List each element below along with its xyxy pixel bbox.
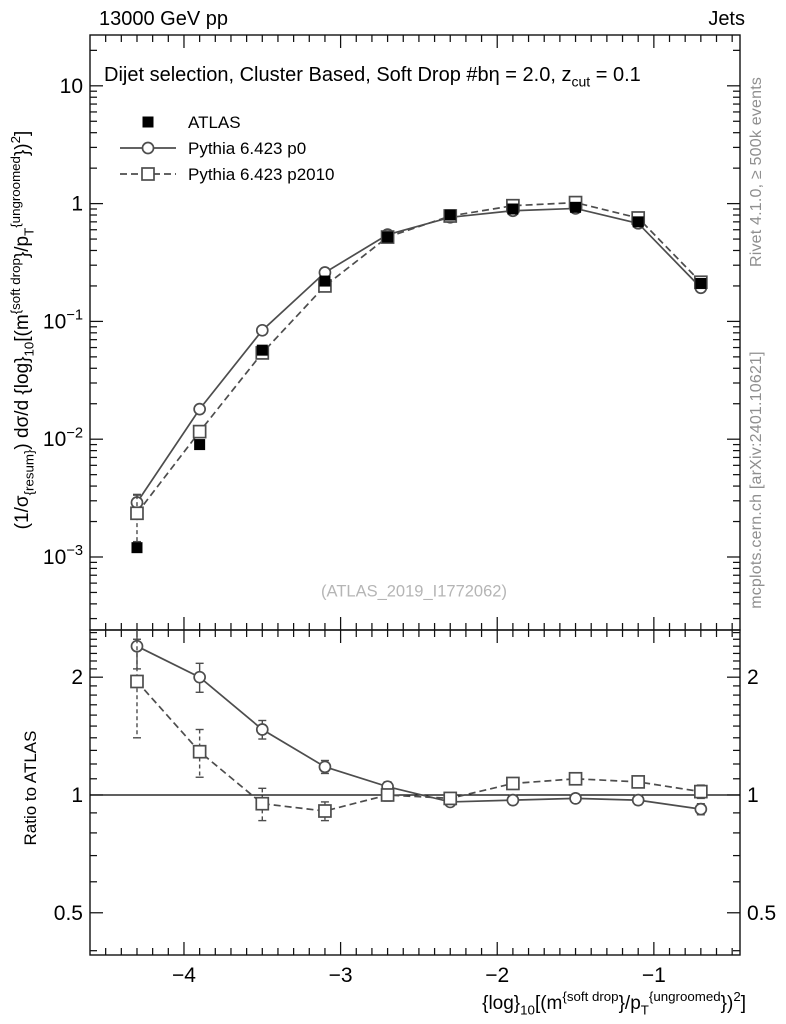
ratio-marker-pythia-6-423-p2010 <box>192 744 207 759</box>
marker-pythia-6-423-p2010 <box>130 506 144 521</box>
axis-ticks <box>90 35 740 955</box>
ratio-series <box>90 630 740 822</box>
marker-pythia-6-423-p0 <box>255 323 269 337</box>
series-pythia-6-423-p0-line <box>136 207 702 503</box>
ratio-marker-pythia-6-423-p2010 <box>568 771 583 786</box>
ratio-marker-pythia-6-423-p2010 <box>318 804 332 818</box>
marker-atlas <box>319 275 331 287</box>
ratio-marker-pythia-6-423-p2010 <box>506 776 520 791</box>
ratio-tick-label-right: 0.5 <box>747 902 776 925</box>
header-beam-energy: 13000 GeV pp <box>99 8 228 30</box>
x-axis-title: {log}10[(m{soft drop}/pT{ungroomed})2] <box>482 989 746 1017</box>
marker-atlas <box>695 277 707 289</box>
legend-label: Pythia 6.423 p0 <box>188 139 306 158</box>
ratio-marker-pythia-6-423-p2010 <box>631 775 646 789</box>
y-tick-label: 10−2 <box>43 425 83 451</box>
ratio-tick-label-left: 2 <box>71 666 83 689</box>
ratio-marker-pythia-6-423-p0 <box>694 802 708 816</box>
ratio-marker-pythia-6-423-p2010 <box>255 796 270 811</box>
legend: ATLAS Pythia 6.423 p0 Pythia 6.423 p2010 <box>120 113 335 184</box>
marker-atlas <box>507 203 519 215</box>
x-tick-label: −2 <box>485 964 509 987</box>
marker-atlas <box>131 542 143 554</box>
ratio-marker-pythia-6-423-p2010 <box>443 791 458 806</box>
ratio-pythia-6-423-p2010 <box>130 638 708 822</box>
ratio-marker-pythia-6-423-p0 <box>506 793 520 807</box>
ratio-marker-pythia-6-423-p0 <box>255 723 269 736</box>
ratio-marker-pythia-6-423-p0 <box>631 793 645 807</box>
legend-label: Pythia 6.423 p2010 <box>188 165 335 184</box>
series-pythia-6-423-p2010 <box>130 195 708 543</box>
ratio-pythia-6-423-p2010-line <box>136 680 701 812</box>
series-atlas <box>131 201 707 554</box>
plot-title: Dijet selection, Cluster Based, Soft Dro… <box>104 64 641 90</box>
header-analysis-group: Jets <box>708 8 745 30</box>
x-tick-label: −3 <box>329 964 353 987</box>
marker-pythia-6-423-p2010 <box>192 424 207 439</box>
marker-atlas <box>382 231 394 243</box>
series-pythia-6-423-p0 <box>130 202 708 513</box>
marker-atlas <box>194 439 206 451</box>
watermark-analysis-id: (ATLAS_2019_I1772062) <box>321 582 507 601</box>
y-tick-label: 10−3 <box>43 543 83 569</box>
ratio-marker-pythia-6-423-p0 <box>318 760 332 774</box>
ratio-tick-label-right: 2 <box>747 666 759 689</box>
marker-pythia-6-423-p0 <box>193 402 206 416</box>
main-series <box>130 195 708 554</box>
ratio-tick-label-right: 1 <box>747 784 759 807</box>
marker-atlas <box>256 344 268 356</box>
ratio-pythia-6-423-p0-line <box>136 645 701 810</box>
legend-marker <box>142 116 154 128</box>
legend-marker <box>141 141 155 155</box>
axis-tick-labels: 10 1 10−1 10−2 10−3 2 2 1 1 0.5 0.5 −4 −3 −2 −1 <box>43 75 776 987</box>
x-tick-label: −1 <box>642 964 666 987</box>
legend-label: ATLAS <box>188 113 241 132</box>
ratio-marker-pythia-6-423-p2010 <box>130 674 144 689</box>
ratio-tick-label-left: 0.5 <box>54 902 83 925</box>
y-tick-label: 1 <box>71 193 83 216</box>
ratio-marker-pythia-6-423-p2010 <box>693 784 708 799</box>
marker-atlas <box>444 209 456 221</box>
y-axis-title: (1/σ{resum}) dσ/d {log}10[(m{soft drop}/… <box>8 131 36 530</box>
x-tick-label: −4 <box>172 964 196 987</box>
marker-atlas <box>570 201 582 213</box>
ratio-marker-pythia-6-423-p0 <box>193 670 206 684</box>
ratio-pythia-6-423-p0 <box>130 630 708 816</box>
y-tick-label: 10−1 <box>43 308 83 334</box>
marker-atlas <box>632 216 644 228</box>
ratio-marker-pythia-6-423-p2010 <box>380 788 395 802</box>
y-tick-label: 10 <box>60 75 83 98</box>
legend-marker <box>141 167 155 181</box>
series-pythia-6-423-p2010-line <box>136 201 702 514</box>
ratio-tick-label-left: 1 <box>71 784 83 807</box>
ratio-marker-pythia-6-423-p0 <box>569 792 582 805</box>
ratio-panel-frame <box>89 629 741 956</box>
